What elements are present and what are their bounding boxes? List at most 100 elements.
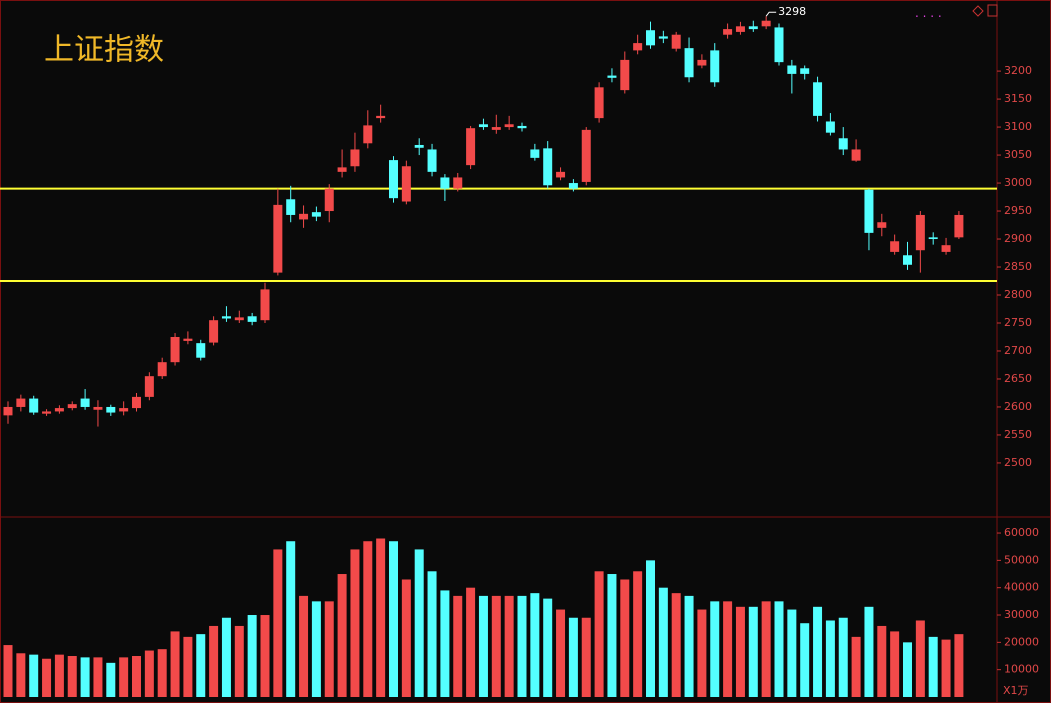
candle-body (671, 34, 681, 49)
y-tick-label: 2850 (1004, 260, 1032, 273)
candle-body (710, 50, 720, 83)
volume-bar (196, 634, 206, 697)
candle-body (196, 343, 206, 358)
candle-body (54, 408, 64, 412)
candle-body (93, 406, 103, 410)
candle-body (42, 411, 52, 414)
candle-body (286, 199, 296, 215)
volume-bar (54, 654, 64, 697)
volume-bar (273, 549, 283, 697)
candle-body (453, 177, 463, 189)
volume-bar (787, 609, 797, 697)
volume-bar (67, 656, 77, 697)
chart-title: 上证指数 (44, 33, 164, 68)
candle-body (363, 125, 373, 144)
y-tick-label: 40000 (1004, 581, 1039, 594)
candle-body (132, 396, 141, 409)
candle-body (684, 48, 694, 78)
candle-body (427, 149, 437, 172)
candle-body (247, 316, 257, 322)
volume-bar (401, 579, 411, 697)
volume-bar (941, 639, 951, 697)
candle-body (543, 148, 553, 186)
volume-bar (504, 595, 514, 697)
y-tick-label: 3000 (1004, 176, 1032, 189)
y-tick-label: 30000 (1004, 608, 1039, 621)
volume-bar (735, 606, 745, 697)
volume-bar (299, 595, 309, 697)
candle-body (800, 68, 810, 74)
volume-bar (286, 541, 296, 697)
volume-bar (658, 587, 668, 697)
volume-bar (774, 601, 784, 697)
candle-body (299, 213, 309, 220)
y-tick-label: 3100 (1004, 120, 1032, 133)
volume-bar (800, 623, 810, 697)
volume-bar (80, 657, 90, 697)
volume-bar (915, 620, 925, 697)
volume-bar (234, 625, 244, 697)
candle-body (954, 214, 964, 238)
volume-bar (671, 593, 681, 697)
candle-body (478, 124, 488, 128)
candle-body (568, 183, 578, 189)
candle-body (928, 237, 938, 240)
candle-body (504, 124, 514, 128)
volume-bar (3, 645, 13, 697)
volume-bar (928, 636, 938, 697)
volume-bar (427, 571, 437, 697)
candle-body (221, 316, 231, 319)
volume-bar (376, 538, 386, 697)
volume-bar (247, 615, 257, 697)
square-icon[interactable] (987, 4, 998, 17)
y-tick-label: 3050 (1004, 148, 1032, 161)
volume-bar (890, 631, 900, 697)
candle-body (491, 127, 501, 130)
candle-body (401, 166, 411, 202)
candle-body (633, 43, 643, 51)
volume-bar (132, 656, 141, 697)
volume-bar (594, 571, 604, 697)
volume-bar (170, 631, 180, 697)
volume-bar (748, 606, 758, 697)
volume-bar (42, 658, 52, 697)
candle-body (774, 27, 784, 63)
candle-body (170, 336, 180, 363)
volume-bar (350, 549, 360, 697)
candle-body (29, 398, 39, 413)
candle-body (350, 149, 360, 167)
volume-bar (144, 650, 154, 697)
volume-bar (311, 601, 321, 697)
volume-bar (620, 579, 630, 697)
candle-body (735, 26, 745, 32)
volume-bar (363, 541, 373, 697)
volume-bar (646, 560, 655, 697)
volume-bar (723, 601, 733, 697)
volume-bar (440, 590, 450, 697)
dots-icon[interactable]: · · · · (915, 10, 942, 24)
volume-bar (864, 606, 874, 697)
candle-body (697, 59, 707, 66)
candle-body (556, 171, 566, 178)
candle-body (890, 241, 900, 252)
y-tick-label: 2950 (1004, 204, 1032, 217)
candle-body (748, 26, 758, 30)
volume-bar (581, 617, 591, 697)
candle-body (414, 144, 424, 148)
y-tick-label: 50000 (1004, 553, 1039, 566)
y-tick-label: 2650 (1004, 372, 1032, 385)
candle-body (80, 398, 90, 407)
candle-body (877, 222, 887, 228)
y-tick-label: 20000 (1004, 635, 1039, 648)
candle-body (646, 30, 655, 46)
y-tick-label: 2900 (1004, 232, 1032, 245)
candle-body (183, 338, 193, 341)
candle-body (607, 75, 617, 78)
diamond-icon[interactable] (972, 5, 984, 17)
candle-body (234, 317, 244, 321)
volume-bar (633, 571, 643, 697)
volume-bar (903, 642, 912, 697)
volume-bar (761, 601, 771, 697)
y-tick-label: 2550 (1004, 428, 1032, 441)
y-tick-label: 2800 (1004, 288, 1032, 301)
